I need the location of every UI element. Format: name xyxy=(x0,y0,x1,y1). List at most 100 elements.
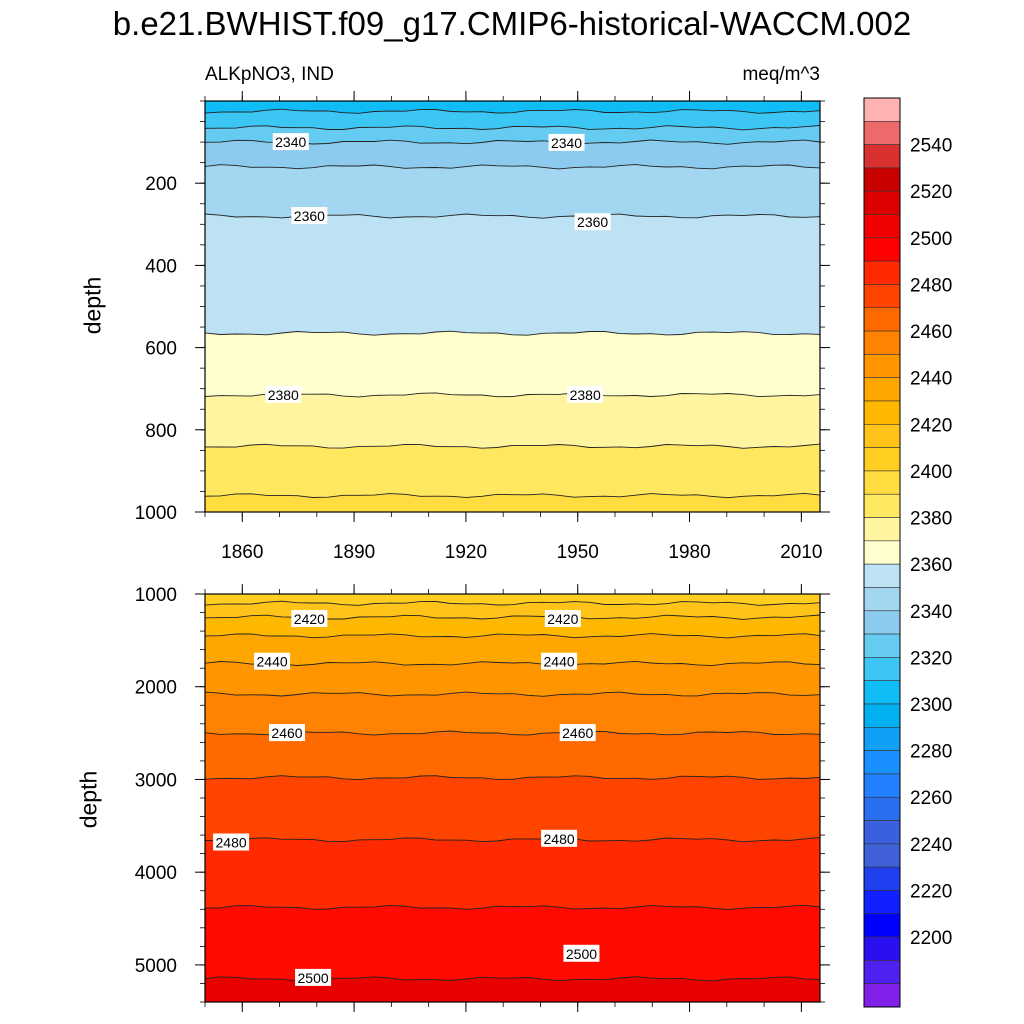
contour-band xyxy=(205,493,820,512)
contour-band xyxy=(205,164,820,219)
contour-line xyxy=(204,392,821,398)
contour-band xyxy=(205,140,820,169)
contour-band xyxy=(205,905,820,981)
colorbar-swatch xyxy=(863,633,901,658)
colorbar-swatch xyxy=(863,866,901,891)
contour-label-box xyxy=(567,385,604,403)
colorbar-swatch xyxy=(863,97,901,122)
colorbar-label: 2480 xyxy=(910,275,952,296)
y-tick-label: 5000 xyxy=(135,956,177,977)
colorbar-swatch xyxy=(863,960,901,984)
contour-band xyxy=(205,731,820,780)
contour-band xyxy=(205,633,820,666)
colorbar-swatch xyxy=(863,470,901,495)
colorbar-swatch xyxy=(863,890,901,915)
colorbar-swatch xyxy=(863,820,901,845)
contour-label: 2500 xyxy=(566,946,597,962)
contour-label: 2340 xyxy=(275,134,306,150)
colorbar-swatch xyxy=(863,843,901,868)
contour-band xyxy=(205,331,820,397)
contour-band xyxy=(205,661,820,697)
colorbar-label: 2220 xyxy=(910,881,952,902)
colorbar-label: 2340 xyxy=(910,602,952,623)
colorbar-swatch xyxy=(863,354,901,378)
contour-label-box xyxy=(295,968,332,986)
y-tick-label: 1000 xyxy=(135,585,177,606)
y-tick-label: 1000 xyxy=(135,503,177,524)
contour-label: 2480 xyxy=(544,831,575,847)
contour-band xyxy=(205,101,820,114)
colorbar-swatch xyxy=(863,284,901,309)
y-tick-label: 4000 xyxy=(135,863,177,884)
contour-label-box xyxy=(548,133,585,151)
contour-label: 2340 xyxy=(551,135,582,151)
x-tick-label: 1920 xyxy=(445,542,487,563)
contour-label-box xyxy=(541,829,578,847)
contour-band xyxy=(205,692,820,736)
colorbar-swatch xyxy=(863,563,901,588)
contour-line xyxy=(204,443,821,449)
x-tick-label: 1860 xyxy=(221,542,263,563)
contour-label-box xyxy=(265,385,302,403)
colorbar-swatch xyxy=(863,214,901,239)
contour-label-box xyxy=(254,652,291,670)
colorbar-swatch xyxy=(863,773,901,798)
contour-line xyxy=(204,164,821,170)
y-tick-label: 200 xyxy=(145,174,177,195)
colorbar-swatch xyxy=(863,167,901,192)
contour-label: 2480 xyxy=(216,835,247,851)
contour-label: 2360 xyxy=(294,208,325,224)
contour-band xyxy=(205,837,820,910)
colorbar-swatch xyxy=(863,190,901,215)
colorbar-swatch xyxy=(863,144,901,169)
y-tick-label: 2000 xyxy=(135,678,177,699)
contour-label-box xyxy=(563,944,600,962)
contour-line xyxy=(204,775,821,781)
y-tick-label: 600 xyxy=(145,339,177,360)
contour-label: 2420 xyxy=(547,611,578,627)
colorbar-swatch xyxy=(863,750,901,775)
contour-line xyxy=(204,904,821,911)
contour-band xyxy=(205,775,820,842)
contour-band xyxy=(205,125,820,145)
colorbar-swatch xyxy=(863,447,901,472)
contour-band xyxy=(205,109,820,130)
colorbar-swatch xyxy=(863,260,901,285)
colorbar-label: 2400 xyxy=(910,462,952,483)
colorbar-label: 2540 xyxy=(910,136,952,157)
colorbar-label: 2500 xyxy=(910,229,952,250)
contour-label: 2460 xyxy=(271,725,302,741)
x-tick-label: 1980 xyxy=(668,542,710,563)
contour-line xyxy=(204,330,821,336)
contour-line xyxy=(204,660,821,667)
contour-label: 2380 xyxy=(570,387,601,403)
colorbar-swatch xyxy=(863,913,901,938)
colorbar-swatch xyxy=(863,424,901,448)
contour-band xyxy=(205,214,820,336)
colorbar-label: 2360 xyxy=(910,555,952,576)
colorbar-label: 2200 xyxy=(910,928,952,949)
contour-label-box xyxy=(291,610,328,628)
contour-label-box xyxy=(291,207,328,225)
contour-band xyxy=(205,976,820,1002)
contour-label: 2360 xyxy=(577,214,608,230)
colorbar-label: 2260 xyxy=(910,788,952,809)
x-tick-label: 1890 xyxy=(333,542,375,563)
colorbar-swatch xyxy=(863,587,901,612)
contour-line xyxy=(204,125,821,131)
contour-label-box xyxy=(213,833,250,851)
contour-band xyxy=(205,444,820,498)
contour-label-box xyxy=(269,724,305,742)
colorbar-label: 2280 xyxy=(910,742,952,763)
colorbar-swatch xyxy=(863,493,901,518)
colorbar-frame xyxy=(863,97,901,1008)
x-tick-label: 2010 xyxy=(780,542,822,563)
colorbar-label: 2320 xyxy=(910,648,952,669)
y-tick-label: 400 xyxy=(145,256,177,277)
contour-label-box xyxy=(272,133,309,151)
x-tick-label: 1950 xyxy=(557,542,599,563)
colorbar-swatch xyxy=(863,680,901,705)
contour-label: 2460 xyxy=(562,725,593,741)
colorbar-swatch xyxy=(863,377,901,402)
colorbar-swatch xyxy=(863,307,901,332)
